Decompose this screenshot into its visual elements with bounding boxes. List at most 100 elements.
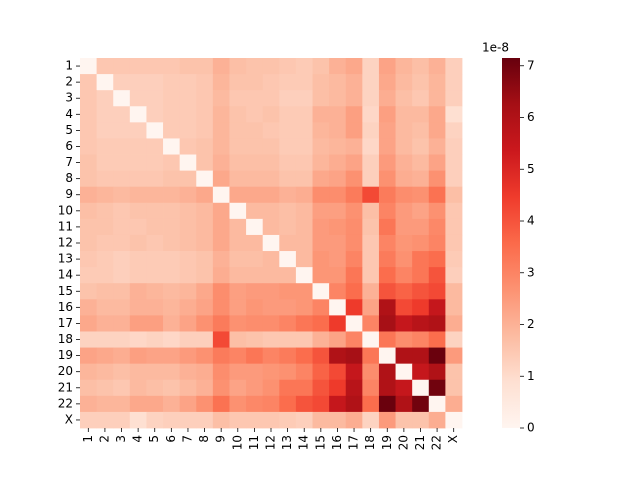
heatmap-cell	[262, 251, 280, 268]
y-tick-label: 22	[58, 396, 73, 410]
heatmap-cell	[196, 251, 214, 268]
heatmap-cell	[445, 363, 463, 381]
heatmap-cell	[295, 331, 313, 348]
heatmap-cell	[395, 154, 413, 172]
heatmap-cell	[196, 315, 214, 332]
heatmap-cell	[378, 122, 396, 139]
heatmap-cell	[212, 122, 230, 139]
heatmap-cell	[80, 411, 98, 429]
heatmap-cell	[129, 218, 147, 236]
heatmap-cell	[329, 138, 347, 155]
heatmap-cell	[113, 299, 131, 316]
heatmap-cell	[362, 379, 380, 397]
heatmap-cell	[329, 74, 347, 91]
heatmap-cell	[362, 74, 380, 91]
heatmap-cell	[246, 170, 264, 188]
heatmap-cell	[445, 347, 463, 365]
x-tick-label: 3	[114, 435, 128, 443]
heatmap-cell	[96, 331, 114, 348]
heatmap-cell	[196, 58, 214, 75]
x-tick-label: 13	[280, 435, 294, 450]
heatmap-cell	[212, 202, 230, 220]
heatmap-cell	[329, 299, 347, 316]
heatmap-cell	[212, 347, 230, 365]
heatmap-cell	[329, 363, 347, 381]
heatmap-cell	[445, 267, 463, 284]
heatmap-cell	[362, 186, 380, 204]
heatmap-cell	[412, 395, 430, 413]
heatmap-cell	[262, 379, 280, 397]
heatmap-cell	[212, 58, 230, 75]
heatmap-cell	[129, 379, 147, 397]
heatmap-cell	[395, 218, 413, 236]
heatmap-cell	[80, 122, 98, 139]
heatmap-cell	[129, 251, 147, 268]
heatmap-cell	[229, 379, 247, 397]
heatmap-cell	[295, 58, 313, 75]
heatmap-cell	[262, 283, 280, 300]
heatmap-cell	[262, 74, 280, 91]
heatmap-cell	[113, 331, 131, 348]
heatmap-cell	[412, 234, 430, 252]
heatmap-cell	[80, 74, 98, 91]
heatmap-cell	[179, 218, 197, 236]
heatmap-cell	[412, 154, 430, 172]
heatmap-cell	[262, 267, 280, 284]
heatmap-cell	[362, 363, 380, 381]
heatmap-cell	[445, 218, 463, 236]
colorbar-offset-label: 1e-8	[482, 41, 509, 55]
heatmap-cell	[96, 283, 114, 300]
heatmap-cell	[96, 122, 114, 139]
heatmap-cell	[412, 170, 430, 188]
heatmap-cell	[212, 267, 230, 284]
heatmap-cell	[378, 315, 396, 332]
heatmap-cell	[179, 315, 197, 332]
heatmap-cell	[428, 186, 446, 204]
heatmap-cell	[412, 315, 430, 332]
heatmap-cell	[163, 186, 181, 204]
heatmap-cell	[312, 186, 330, 204]
x-tick-label: 18	[363, 435, 377, 450]
heatmap-cell	[212, 170, 230, 188]
heatmap-cell	[362, 234, 380, 252]
x-tick-label: 10	[230, 435, 244, 450]
colorbar-tick-label: 4	[527, 214, 535, 228]
heatmap-cell	[113, 58, 131, 75]
heatmap-cell	[262, 58, 280, 75]
heatmap-cell	[428, 251, 446, 268]
heatmap-cell	[80, 299, 98, 316]
y-tick-label: 16	[58, 300, 73, 314]
y-tick-label: 14	[58, 268, 73, 282]
heatmap-cell	[129, 347, 147, 365]
heatmap-cell	[179, 74, 197, 91]
heatmap-cell	[113, 283, 131, 300]
heatmap-cell	[295, 299, 313, 316]
heatmap-cell	[212, 395, 230, 413]
heatmap-cell	[229, 267, 247, 284]
heatmap-cell	[163, 106, 181, 123]
heatmap-cell	[345, 299, 363, 316]
x-tick-label: 6	[164, 435, 178, 443]
heatmap-cell	[428, 299, 446, 316]
heatmap-cell	[428, 379, 446, 397]
heatmap-cell	[329, 122, 347, 139]
heatmap-cell	[395, 379, 413, 397]
heatmap-cell	[279, 363, 297, 381]
heatmap-cell	[362, 218, 380, 236]
heatmap-cell	[295, 379, 313, 397]
heatmap-cell	[96, 347, 114, 365]
heatmap-cell	[378, 74, 396, 91]
heatmap-cell	[445, 90, 463, 107]
heatmap-cell	[428, 234, 446, 252]
heatmap-cell	[113, 363, 131, 381]
heatmap-cell	[229, 347, 247, 365]
heatmap-cell	[345, 251, 363, 268]
heatmap-cell	[312, 218, 330, 236]
heatmap-cell	[196, 218, 214, 236]
heatmap-cell	[345, 331, 363, 348]
heatmap-cell	[96, 315, 114, 332]
heatmap-cell	[329, 315, 347, 332]
colorbar-tick-label: 3	[527, 265, 535, 279]
x-tick-label: 5	[147, 435, 161, 443]
heatmap-cell	[445, 122, 463, 139]
